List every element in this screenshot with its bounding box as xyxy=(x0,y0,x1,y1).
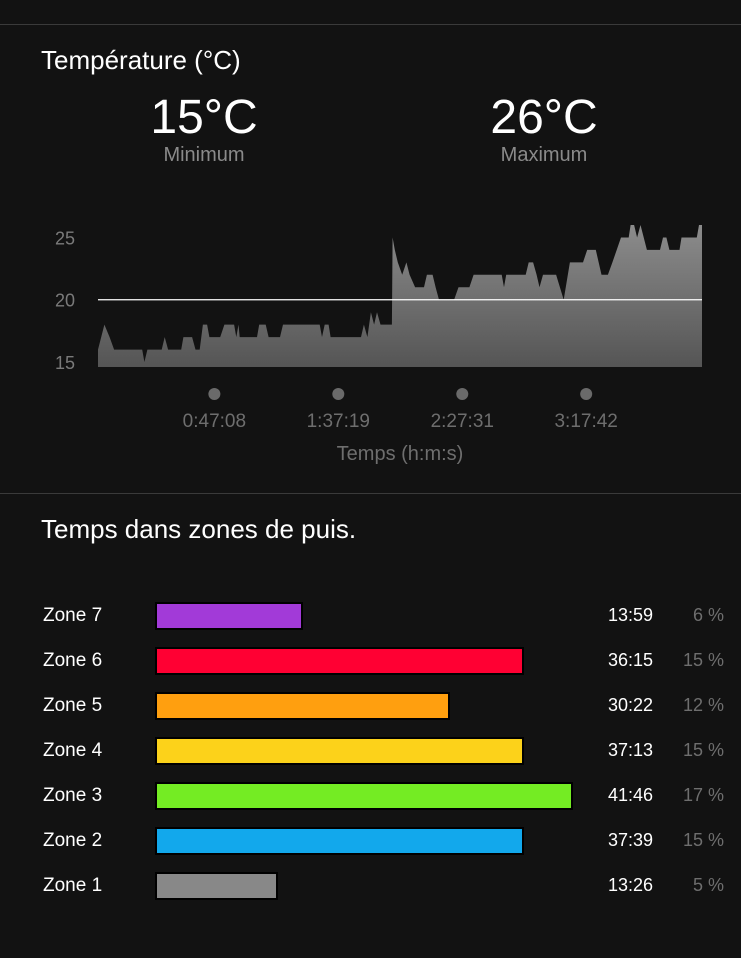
zone-time: 13:26 xyxy=(607,875,653,895)
zone-time: 41:46 xyxy=(607,785,653,805)
x-tick-marker xyxy=(580,388,593,400)
x-tick-marker xyxy=(332,388,345,400)
zone-row: Zone 4 37:13 15 % xyxy=(0,732,741,772)
zone-time: 30:22 xyxy=(607,695,653,715)
zone-percent: 5 % xyxy=(692,875,724,895)
zone-row: Zone 5 30:22 12 % xyxy=(0,687,741,727)
zone-bar xyxy=(155,737,524,765)
temperature-chart: 15 20 25 0:47:08 1:37:19 2:27:31 3:17:42 Temp… xyxy=(55,225,702,465)
x-tick-marker xyxy=(456,388,469,400)
zone-label: Zone 3 xyxy=(43,785,103,806)
top-divider xyxy=(0,24,741,25)
zone-bar xyxy=(155,602,303,630)
zone-label: Zone 1 xyxy=(43,875,103,896)
zone-bar xyxy=(155,872,278,900)
x-axis-label: Temps (h:m:s) xyxy=(337,443,464,465)
zone-label: Zone 4 xyxy=(43,740,103,761)
zone-percent: 12 % xyxy=(682,695,724,715)
x-tick-label: 1:37:19 xyxy=(307,411,370,432)
zones-title: Temps dans zones de puis. xyxy=(41,514,357,544)
zone-row: Zone 6 36:15 15 % xyxy=(0,642,741,682)
y-tick-label: 15 xyxy=(55,353,75,373)
zone-time: 13:59 xyxy=(607,605,653,625)
zone-label: Zone 7 xyxy=(43,605,103,626)
temperature-title: Température (°C) xyxy=(41,45,241,75)
zone-label: Zone 6 xyxy=(43,650,103,671)
zone-row: Zone 7 13:59 6 % xyxy=(0,597,741,637)
max-label: Maximum xyxy=(500,144,588,166)
zone-bar xyxy=(155,782,573,810)
y-tick-label: 25 xyxy=(55,228,75,248)
zone-bar xyxy=(155,827,524,855)
x-tick-label: 0:47:08 xyxy=(183,411,246,432)
x-tick-marker xyxy=(208,388,221,400)
zone-label: Zone 2 xyxy=(43,830,103,851)
zone-row: Zone 3 41:46 17 % xyxy=(0,777,741,817)
zone-bar xyxy=(155,647,524,675)
x-tick-label: 3:17:42 xyxy=(554,411,617,432)
zone-percent: 15 % xyxy=(682,740,724,760)
min-label: Minimum xyxy=(163,144,245,166)
y-tick-label: 20 xyxy=(55,291,75,311)
zone-time: 36:15 xyxy=(607,650,653,670)
max-stat: 26°C Maximum xyxy=(434,92,654,167)
zone-bar xyxy=(155,692,451,720)
middle-divider xyxy=(0,493,741,494)
x-tick-label: 2:27:31 xyxy=(431,411,494,432)
zone-row: Zone 1 13:26 5 % xyxy=(0,867,741,907)
min-stat: 15°C Minimum xyxy=(94,92,314,167)
zone-percent: 6 % xyxy=(692,605,724,625)
zone-label: Zone 5 xyxy=(43,695,103,716)
zone-row: Zone 2 37:39 15 % xyxy=(0,822,741,862)
zone-time: 37:13 xyxy=(607,740,653,760)
temperature-area xyxy=(98,225,702,367)
zone-time: 37:39 xyxy=(607,830,653,850)
max-value: 26°C xyxy=(490,91,598,144)
zone-percent: 15 % xyxy=(682,650,724,670)
zone-percent: 17 % xyxy=(682,785,724,805)
zone-percent: 15 % xyxy=(682,830,724,850)
min-value: 15°C xyxy=(150,91,258,144)
